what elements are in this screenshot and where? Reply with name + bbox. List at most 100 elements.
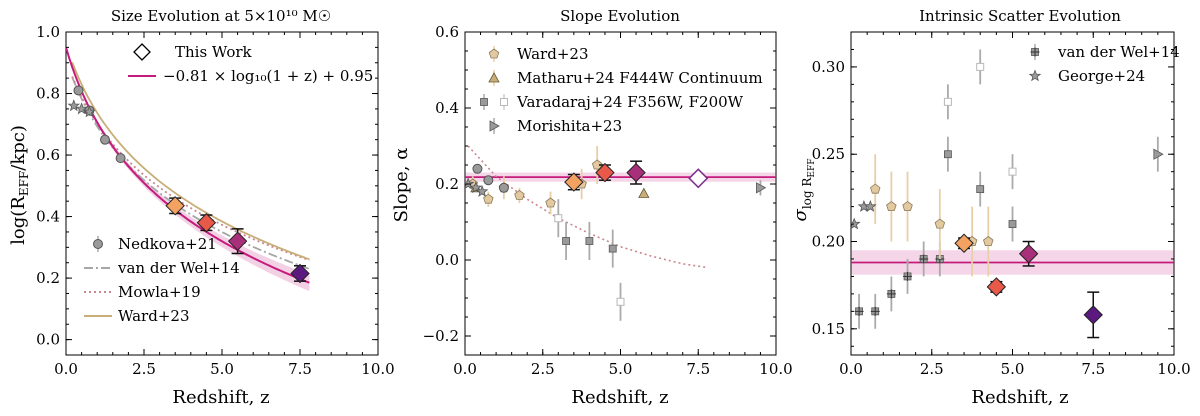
plot-content <box>465 145 776 321</box>
point-varadaraj-24-f200w <box>616 297 625 306</box>
legend-1-handle <box>1028 69 1042 82</box>
panel2-marks: 0.0 2.5 5.0 7.5 10.0 −0.2 0.0 0.2 0.4 0.6 Ward+23 M… <box>423 23 793 378</box>
point-nedkova-21 <box>100 134 110 145</box>
point-van-der-wel-14 <box>870 306 880 316</box>
point-george-24 <box>67 99 81 112</box>
legend-0-handle <box>1030 47 1040 57</box>
panel1-xlabel: Redshift, z <box>172 387 269 408</box>
point-van-der-wel-14-cross <box>886 289 896 299</box>
point-varadaraj-24-f356w <box>585 237 594 245</box>
point-matharu-24-f444w-continuum <box>638 187 650 198</box>
curve-ward-23 <box>71 61 310 261</box>
point-george-24 <box>475 184 489 197</box>
point-van-der-wel-14-cross <box>870 306 880 316</box>
point-george-24 <box>469 181 483 194</box>
panel3-marks: 0.0 2.5 5.0 7.5 10.0 0.15 0.20 0.25 0.30 van der … <box>812 31 1191 378</box>
point-ward-23 <box>514 189 525 200</box>
panel3-ylabel-subsub: EFF <box>807 159 817 178</box>
point-this-work <box>227 231 248 251</box>
legend-0-handle-cross <box>1030 47 1040 57</box>
point-this-work <box>196 213 217 233</box>
point-george-24 <box>75 102 88 115</box>
legend-bottom-label-3: Ward+23 <box>118 307 189 325</box>
point-nedkova-21 <box>498 182 509 193</box>
y-tick-label: 0.0 <box>435 251 459 269</box>
point-this-work <box>165 196 185 216</box>
point-this-work <box>688 168 709 189</box>
legend-bottom-label-2: Mowla+19 <box>118 283 201 301</box>
point-george-24 <box>851 217 861 230</box>
point-george-24 <box>864 199 877 212</box>
y-tick-label: 0.30 <box>812 58 845 76</box>
x-tick-label: 10.0 <box>1157 360 1190 378</box>
point-ward-23 <box>545 197 556 208</box>
panel1-ylabel-sub: EFF <box>17 171 31 196</box>
y-tick-label: 0.2 <box>435 175 459 193</box>
legend-bottom-label-0: Nedkova+21 <box>118 235 217 253</box>
panel1-ylabel-main: log(R <box>8 196 29 245</box>
point-nedkova-21 <box>73 85 84 96</box>
x-tick-label: 5.0 <box>1001 360 1025 378</box>
panel3-ylabel: σlog REFF <box>790 159 817 222</box>
legend-label-1: Matharu+24 F444W Continuum <box>517 69 763 87</box>
point-varadaraj-24-f200w <box>943 97 952 106</box>
y-tick-label: 0.2 <box>36 269 60 287</box>
y-tick-label: 0.6 <box>435 23 459 41</box>
point-van-der-wel-14 <box>854 306 864 316</box>
point-ward-23 <box>902 201 913 212</box>
y-tick-label: 0.25 <box>812 145 845 163</box>
y-tick-label: 0.6 <box>36 146 60 164</box>
legend-top-0-handle <box>133 43 151 61</box>
y-tick-label: 0.4 <box>435 99 459 117</box>
point-varadaraj-24-f200w <box>554 214 563 223</box>
legend-0-handle <box>488 48 500 59</box>
panel1-title: Size Evolution at 5×10¹⁰ M☉ <box>111 7 331 25</box>
point-varadaraj-24-f356w <box>944 150 952 159</box>
x-tick-label: 2.5 <box>132 360 156 378</box>
point-this-work <box>954 233 974 253</box>
legend-label-0: Ward+23 <box>517 45 588 63</box>
point-varadaraj-24-f356w <box>562 237 570 245</box>
point-van-der-wel-14 <box>903 271 913 281</box>
point-this-work <box>564 172 584 192</box>
x-tick-label: 10.0 <box>361 360 394 378</box>
curve-mowla-19 <box>71 76 310 262</box>
y-tick-label: 1.0 <box>36 23 60 41</box>
point-ward-23 <box>886 201 897 212</box>
point-george-24 <box>83 105 96 118</box>
panel1-ylabel-tail: /kpc) <box>8 125 29 171</box>
panel3-ylabel-sub: log R <box>800 177 814 210</box>
x-tick-label: 0.0 <box>839 360 863 378</box>
panel1-ylabel: log(REFF/kpc) <box>8 125 31 245</box>
panel-size-evolution: Size Evolution at 5×10¹⁰ M☉ 0.0 2.5 5.0 7.5… <box>8 7 395 408</box>
point-this-work <box>626 162 646 183</box>
x-tick-label: 7.5 <box>288 360 312 378</box>
point-this-work <box>986 277 1007 297</box>
x-tick-label: 0.0 <box>54 360 78 378</box>
panel2-xlabel: Redshift, z <box>571 387 668 408</box>
point-this-work <box>1083 305 1103 325</box>
y-tick-label: 0.20 <box>812 233 845 251</box>
point-ward-23 <box>983 236 994 247</box>
point-morishita-23 <box>756 182 767 194</box>
x-tick-label: 7.5 <box>1081 360 1105 378</box>
point-van-der-wel-14 <box>919 254 929 264</box>
legend-1-handle <box>488 72 500 83</box>
point-morishita-23 <box>1153 148 1164 160</box>
legend-label-0: van der Wel+14 <box>1057 43 1180 61</box>
panel-slope-evolution: Slope Evolution 0.0 2.5 5.0 7.5 10.0−0.20.00… <box>391 7 793 408</box>
point-this-work <box>290 263 310 284</box>
point-this-work <box>1018 244 1039 264</box>
point-varadaraj-24-f356w <box>1008 220 1017 228</box>
panel3-title: Intrinsic Scatter Evolution <box>919 7 1121 25</box>
point-ward-23 <box>591 159 603 170</box>
panel1-marks: 0.0 2.5 5.0 7.5 10.0 0.0 0.2 0.4 0.6 0.8 1.0 This W… <box>36 23 395 378</box>
y-tick-label: 0.15 <box>812 320 845 338</box>
point-van-der-wel-14-cross <box>919 254 929 264</box>
legend-label-1: George+24 <box>1058 67 1145 85</box>
y-tick-label: 0.4 <box>36 208 60 226</box>
point-ward-23 <box>483 193 494 204</box>
legend-bottom-label-1: van der Wel+14 <box>117 259 240 277</box>
legend-bottom-0-handle <box>93 239 103 249</box>
